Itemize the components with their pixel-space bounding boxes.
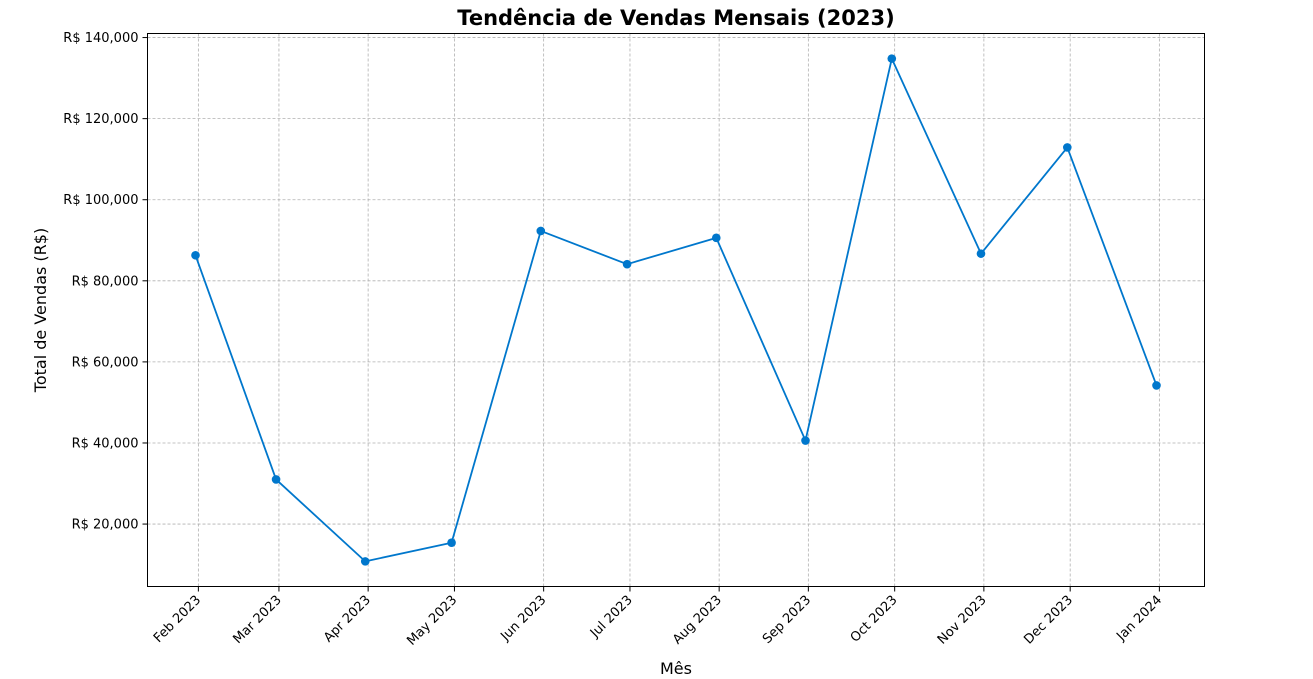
data-point xyxy=(536,226,546,236)
y-tick-label: R$ 80,000 xyxy=(72,274,139,289)
data-point xyxy=(711,233,721,243)
data-point xyxy=(801,436,810,445)
data-point xyxy=(976,249,986,258)
y-axis-label: Total de Vendas (R$) xyxy=(31,228,50,393)
series-line xyxy=(194,57,1158,563)
x-tick-label: Dec 2023 xyxy=(1021,593,1076,648)
x-tick-label: Jun 2023 xyxy=(497,593,549,645)
x-tick-label: May 2023 xyxy=(404,593,460,649)
x-tick-label: Aug 2023 xyxy=(670,593,725,648)
x-tick-label: Jul 2023 xyxy=(587,593,636,642)
x-tick-label: Sep 2023 xyxy=(760,593,814,647)
x-tick-label: Mar 2023 xyxy=(230,593,284,647)
data-point xyxy=(887,54,897,63)
x-tick-label: Oct 2023 xyxy=(848,593,901,646)
plot-area xyxy=(147,33,1205,587)
chart-title: Tendência de Vendas Mensais (2023) xyxy=(457,6,894,30)
data-point xyxy=(1152,381,1161,390)
data-point xyxy=(360,557,370,566)
x-tick-label: Jan 2024 xyxy=(1113,593,1165,645)
sales-series xyxy=(191,54,1161,566)
x-axis-label: Mês xyxy=(660,659,692,678)
y-tick-label: R$ 140,000 xyxy=(63,31,138,46)
data-point xyxy=(191,250,200,260)
x-tick-label: Nov 2023 xyxy=(935,593,990,648)
x-axis: Feb 2023 Mar 2023 Apr 2023 May 2023 Jun 2023… xyxy=(151,586,1165,649)
y-tick-label: R$ 40,000 xyxy=(72,436,139,451)
y-tick-label: R$ 60,000 xyxy=(72,355,139,370)
y-tick-label: R$ 20,000 xyxy=(72,518,139,533)
y-tick-label: R$ 100,000 xyxy=(63,193,138,208)
x-tick-label: Feb 2023 xyxy=(151,593,204,646)
y-tick-label: R$ 120,000 xyxy=(63,112,138,127)
x-tick-label: Apr 2023 xyxy=(321,593,374,646)
y-axis: R$ 20,000 R$ 40,000 R$ 60,000 R$ 80,000 R$ 1… xyxy=(63,31,148,533)
data-point xyxy=(447,538,456,548)
data-point xyxy=(271,475,281,484)
data-point xyxy=(1063,143,1072,152)
data-point xyxy=(622,259,632,269)
grid xyxy=(147,33,1205,587)
